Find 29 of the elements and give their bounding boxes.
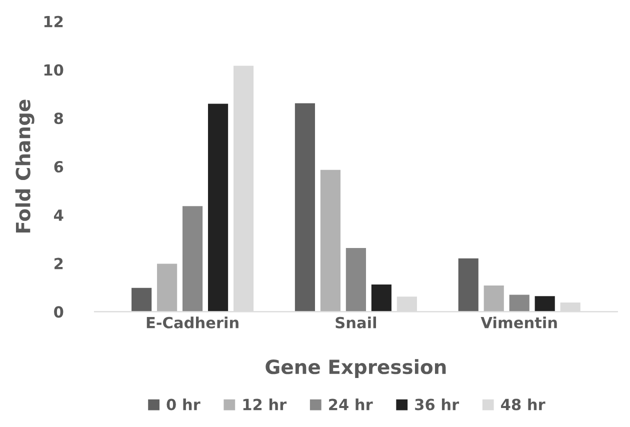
legend-label: 48 hr	[501, 398, 546, 410]
legend-label: 0 hr	[166, 398, 200, 410]
bar	[130, 287, 152, 312]
x-tick-label: E-Cadherin	[146, 316, 238, 328]
x-tick-label: Snail	[336, 316, 376, 328]
legend-label: 24 hr	[329, 398, 373, 410]
bar	[345, 247, 367, 312]
y-tick-label: 6	[54, 161, 64, 173]
bar	[370, 284, 392, 312]
y-axis-title: Fold Change	[15, 100, 34, 232]
bar	[482, 284, 505, 312]
bar	[508, 294, 530, 312]
bar	[320, 169, 342, 312]
bar	[294, 102, 316, 312]
x-tick-label: Vimentin	[480, 316, 557, 328]
bar	[182, 205, 204, 312]
y-tick-label: 8	[54, 112, 63, 124]
legend-label: 36 hr	[415, 398, 460, 410]
y-tick-label: 4	[54, 210, 64, 221]
bar	[156, 262, 178, 312]
bar	[534, 295, 556, 312]
y-tick-label: 2	[54, 258, 63, 270]
bar	[458, 258, 480, 312]
x-axis-title: Gene Expression	[266, 359, 446, 378]
legend-label: 12 hr	[243, 398, 287, 410]
y-tick-label: 0	[54, 306, 64, 318]
y-tick-label: 10	[44, 64, 64, 76]
y-tick-label: 12	[44, 16, 63, 28]
bar	[207, 102, 229, 312]
